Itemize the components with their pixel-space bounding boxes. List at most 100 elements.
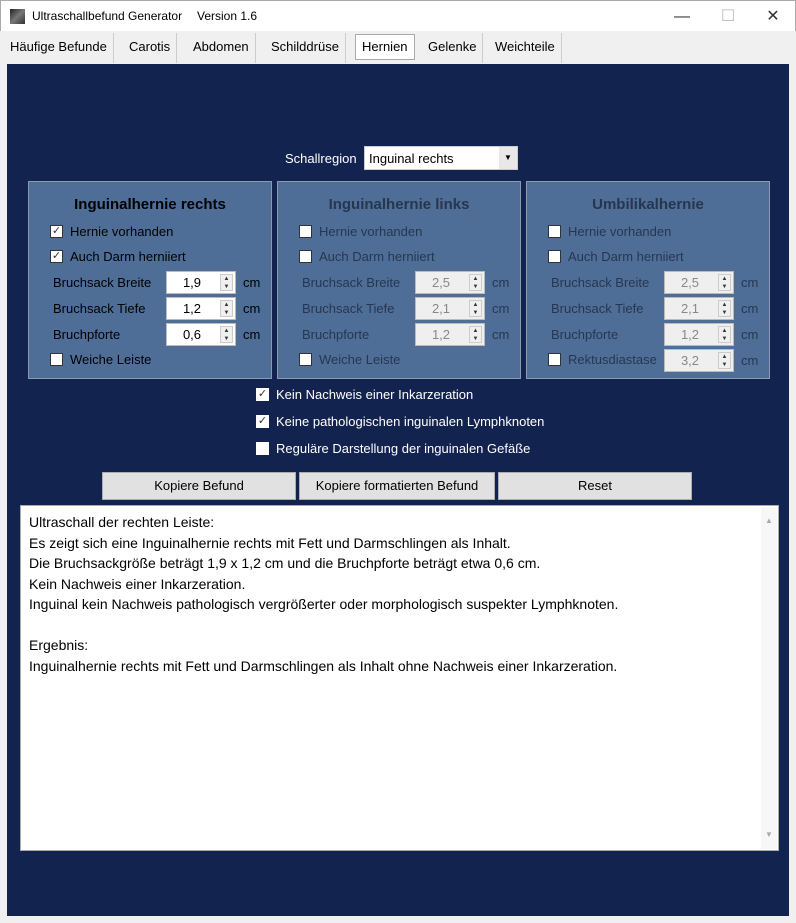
option-checkbox-0[interactable]: ✓ Kein Nachweis einer Inkarzeration [256,388,473,404]
tab-haeufige-befunde[interactable]: Häufige Befunde [4,33,114,63]
panel-title: Inguinalhernie rechts [74,196,226,213]
spin-arrows-icon[interactable]: ▲ ▼ [718,352,731,369]
reset-button[interactable]: Reset [498,472,692,500]
panel-title: Inguinalhernie links [328,196,470,213]
spin-arrows-icon[interactable]: ▲ ▼ [469,326,482,343]
value-spinbox[interactable]: 2,5 ▲ ▼ [415,271,485,294]
spin-value: 1,2 [680,327,700,342]
spin-arrows-icon[interactable]: ▲ ▼ [469,274,482,291]
unit-label: cm [741,275,759,290]
spin-arrows-icon[interactable]: ▲ ▼ [220,300,233,317]
copy-formatted-report-button[interactable]: Kopiere formatierten Befund [299,472,495,500]
field-label: Bruchsack Tiefe [302,301,395,316]
panel-umbilical: Umbilikalhernie Hernie vorhanden Auch Darm… [526,181,770,379]
tab-weichteile[interactable]: Weichteile [489,33,562,63]
checkbox-box[interactable] [50,353,63,366]
value-spinbox[interactable]: 1,9 ▲ ▼ [166,271,236,294]
spin-value: 0,6 [182,327,202,342]
checkbox-label: Weiche Leiste [70,352,152,367]
tab-abdomen[interactable]: Abdomen [187,33,256,63]
tab-schilddruese[interactable]: Schilddrüse [265,33,346,63]
report-text: Ultraschall der rechten Leiste: Es zeigt… [29,514,619,674]
checkbox-last[interactable]: Weiche Leiste [50,353,151,369]
checkbox-label: Rektusdiastase [568,352,657,367]
checkbox-last[interactable]: Rektusdiastase [548,353,657,369]
checkbox-box[interactable] [299,225,312,238]
spin-value: 2,1 [431,301,451,316]
checkbox-bowel-herniated[interactable]: ✓ Auch Darm herniiert [50,250,186,266]
checkbox-box[interactable] [299,353,312,366]
checkbox-label: Hernie vorhanden [70,224,174,239]
spin-arrows-icon[interactable]: ▲ ▼ [220,326,233,343]
unit-label: cm [243,275,261,290]
tab-hernien[interactable]: Hernien [355,34,415,60]
checkbox-box[interactable] [548,250,561,263]
checkbox-hernia-present[interactable]: ✓ Hernie vorhanden [50,225,173,241]
field-label: Bruchsack Breite [302,275,401,290]
tab-carotis[interactable]: Carotis [123,33,178,63]
unit-label: cm [741,327,759,342]
checkbox-bowel-herniated[interactable]: Auch Darm herniiert [548,250,684,266]
region-label: Schallregion [285,151,357,166]
checkbox-box[interactable] [256,442,269,455]
checkbox-label: Auch Darm herniiert [319,249,435,264]
field-label: Bruchsack Breite [53,275,152,290]
value-spinbox[interactable]: 1,2 ▲ ▼ [664,323,734,346]
minimize-button[interactable]: — [674,8,690,25]
spin-arrows-icon[interactable]: ▲ ▼ [469,300,482,317]
region-select[interactable]: Inguinal rechts ▼ [364,146,518,170]
value-spinbox[interactable]: 2,5 ▲ ▼ [664,271,734,294]
copy-report-button[interactable]: Kopiere Befund [102,472,296,500]
checkbox-box[interactable]: ✓ [256,415,269,428]
option-checkbox-1[interactable]: ✓ Keine pathologischen inguinalen Lymphkn… [256,415,544,431]
checkbox-bowel-herniated[interactable]: Auch Darm herniiert [299,250,435,266]
panel-title: Umbilikalhernie [592,196,704,213]
region-value: Inguinal rechts [369,151,454,166]
spin-arrows-icon[interactable]: ▲ ▼ [220,274,233,291]
unit-label: cm [741,353,759,368]
spin-value: 1,9 [182,275,202,290]
checkbox-box[interactable]: ✓ [50,250,63,263]
spin-arrows-icon[interactable]: ▲ ▼ [718,300,731,317]
value-spinbox[interactable]: 2,1 ▲ ▼ [664,297,734,320]
checkbox-hernia-present[interactable]: Hernie vorhanden [299,225,422,241]
checkbox-box[interactable] [548,225,561,238]
checkbox-box[interactable] [299,250,312,263]
checkbox-box[interactable]: ✓ [50,225,63,238]
spin-value: 3,2 [680,353,700,368]
app-icon [10,9,25,24]
close-button[interactable]: ✕ [766,8,780,25]
value-spinbox[interactable]: 2,1 ▲ ▼ [415,297,485,320]
value-spinbox[interactable]: 1,2 ▲ ▼ [415,323,485,346]
maximize-button[interactable]: ☐ [720,8,736,25]
checkbox-label: Auch Darm herniiert [568,249,684,264]
version-label: Version 1.6 [197,9,258,23]
unit-label: cm [243,301,261,316]
panel-inguinal-left: Inguinalhernie links Hernie vorhanden Auch… [277,181,521,379]
field-label: Bruchsack Tiefe [53,301,146,316]
checkbox-label: Hernie vorhanden [319,224,423,239]
unit-label: cm [492,301,510,316]
scrollbar[interactable]: ▲ ▼ [761,507,777,849]
field-label: Bruchpforte [302,327,370,342]
unit-label: cm [243,327,261,342]
checkbox-hernia-present[interactable]: Hernie vorhanden [548,225,671,241]
value-spinbox[interactable]: 0,6 ▲ ▼ [166,323,236,346]
rectus-diastasis-spinbox[interactable]: 3,2 ▲ ▼ [664,349,734,372]
spin-arrows-icon[interactable]: ▲ ▼ [718,326,731,343]
spin-arrows-icon[interactable]: ▲ ▼ [718,274,731,291]
tab-gelenke[interactable]: Gelenke [422,33,484,63]
checkbox-label: Kein Nachweis einer Inkarzeration [276,387,474,402]
panel-inguinal-right: Inguinalhernie rechts ✓ Hernie vorhanden ✓ A… [28,181,272,379]
value-spinbox[interactable]: 1,2 ▲ ▼ [166,297,236,320]
checkbox-label: Keine pathologischen inguinalen Lymphkno… [276,414,545,429]
report-output[interactable]: Ultraschall der rechten Leiste: Es zeigt… [20,505,779,851]
unit-label: cm [741,301,759,316]
checkbox-box[interactable] [548,353,561,366]
chevron-down-icon[interactable]: ▼ [499,147,517,169]
option-checkbox-2[interactable]: Reguläre Darstellung der inguinalen Gefä… [256,442,530,458]
field-label: Bruchpforte [53,327,121,342]
checkbox-last[interactable]: Weiche Leiste [299,353,400,369]
checkbox-box[interactable]: ✓ [256,388,269,401]
checkbox-label: Hernie vorhanden [568,224,672,239]
